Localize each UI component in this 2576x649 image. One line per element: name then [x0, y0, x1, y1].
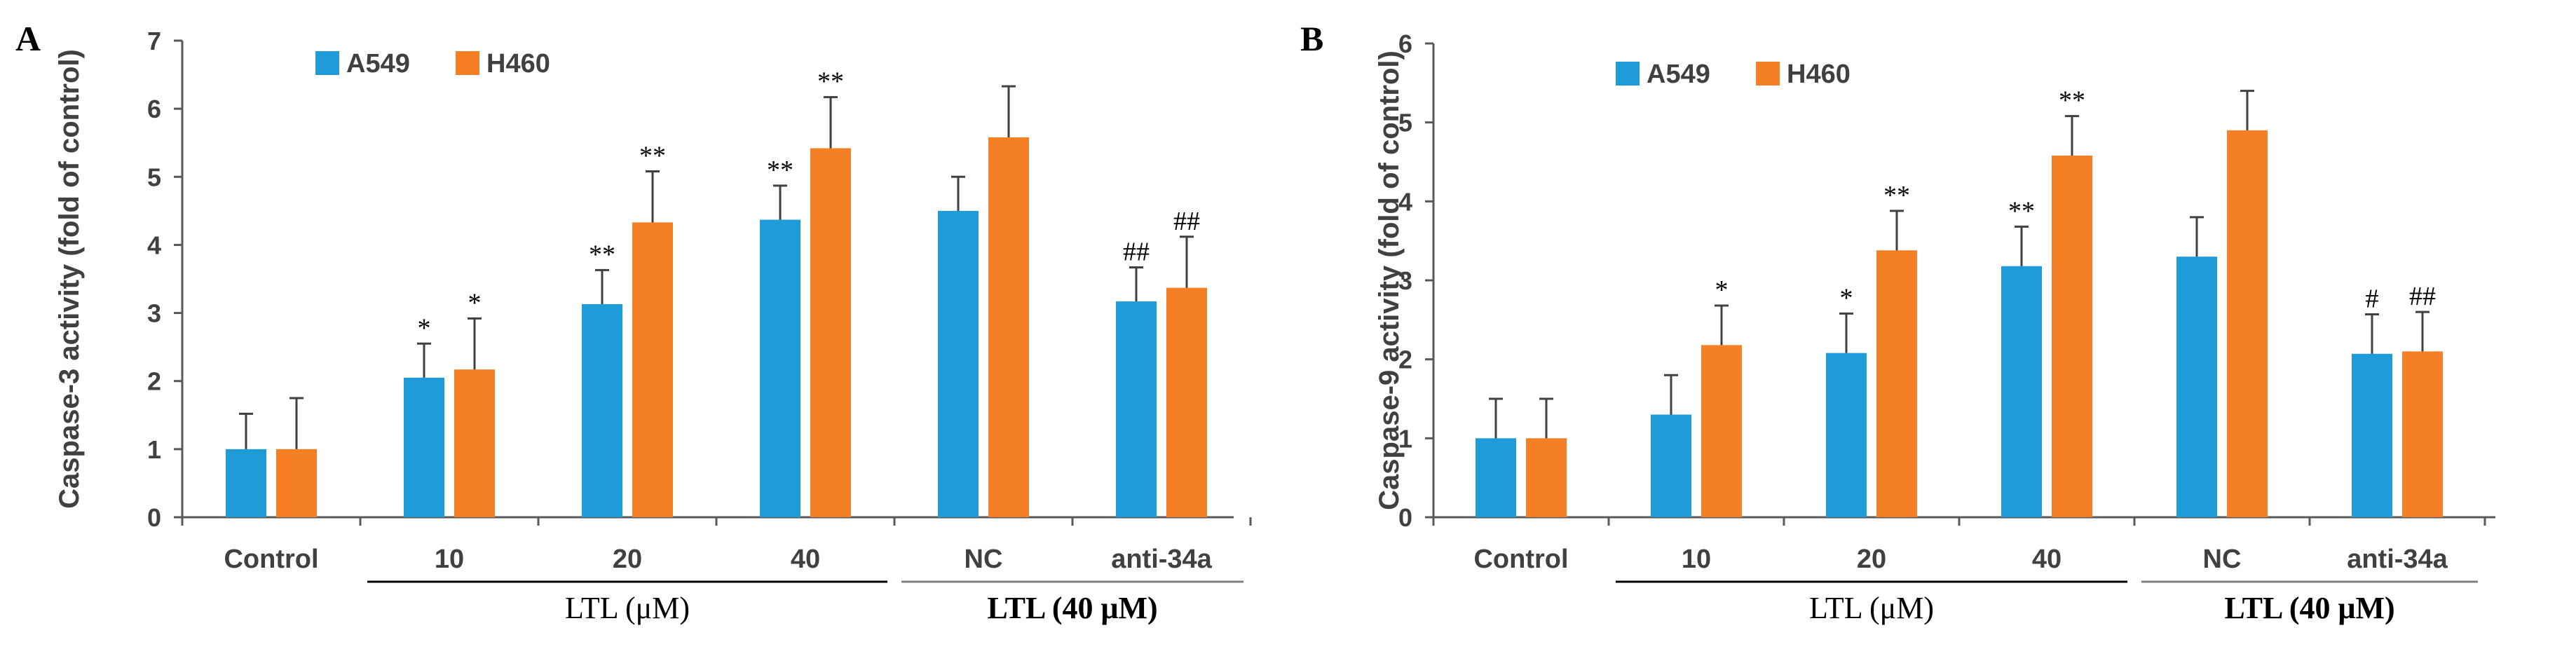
x-category-label: anti-34a — [1111, 545, 1212, 574]
bar-a549 — [404, 377, 444, 517]
significance-label: ** — [2059, 86, 2085, 116]
y-tick-label: 6 — [147, 95, 161, 123]
group-label: LTL (40 μM) — [987, 591, 1157, 625]
bar-h460 — [276, 449, 317, 517]
bar-a549 — [2352, 353, 2392, 517]
y-tick-label: 0 — [147, 503, 161, 532]
panel-letter: B — [1300, 19, 1323, 58]
bar-a549 — [2001, 266, 2042, 517]
significance-label: # — [2366, 284, 2379, 313]
panel-a: A Caspase-3 activity (fold of control) 0 1 2… — [15, 19, 1252, 625]
x-category-label: anti-34a — [2347, 545, 2448, 574]
bar-h460 — [1526, 438, 1567, 517]
bar-a549 — [1651, 414, 1691, 517]
bar-h460 — [2402, 351, 2443, 517]
bar-h460 — [1701, 345, 1742, 517]
bar-a549 — [1116, 301, 1157, 517]
bar-a549 — [226, 449, 266, 517]
y-axis-label: Caspase-3 activity (fold of control) — [54, 49, 85, 509]
significance-label: ** — [2008, 196, 2035, 226]
bar-a549 — [938, 210, 979, 517]
significance-label: ** — [639, 142, 666, 171]
legend-label-h460: H460 — [1787, 60, 1851, 89]
bar-h460 — [454, 369, 495, 517]
panel-b: B Caspase-9 activity (fold of control)0 1 2… — [1300, 19, 2495, 625]
group-label: LTL (μM) — [1809, 591, 1934, 625]
legend-label-a549: A549 — [1647, 60, 1710, 89]
bar-h460 — [988, 137, 1029, 517]
y-tick-label: 5 — [1398, 109, 1412, 137]
y-tick-label: 2 — [1398, 346, 1412, 374]
y-tick-label: 2 — [147, 367, 161, 396]
legend-label-h460: H460 — [486, 49, 550, 78]
bar-h460 — [2052, 155, 2092, 517]
legend-swatch-h460 — [456, 51, 479, 75]
x-category-label: 10 — [435, 545, 464, 574]
bar-h460 — [1166, 287, 1207, 517]
group-label: LTL (40 μM) — [2224, 591, 2394, 625]
bar-a549 — [1476, 438, 1516, 517]
y-tick-label: 4 — [147, 231, 161, 259]
y-tick-label: 3 — [1398, 266, 1412, 295]
bar-a549 — [582, 303, 622, 517]
bar-h460 — [810, 148, 851, 517]
legend-swatch-h460 — [1756, 62, 1780, 86]
x-category-label: 40 — [791, 545, 820, 574]
panel-letter: A — [15, 19, 41, 58]
x-category-label: 20 — [1857, 545, 1886, 574]
significance-label: ** — [589, 240, 615, 269]
significance-label: * — [1840, 283, 1853, 313]
y-axis-label: Caspase-9 activity (fold of control) — [1374, 50, 1405, 510]
bar-a549 — [760, 219, 800, 517]
bar-h460 — [2227, 130, 2268, 517]
y-tick-label: 7 — [147, 27, 161, 55]
significance-label: ** — [817, 67, 844, 97]
y-tick-label: 0 — [1398, 503, 1412, 532]
significance-label: ** — [767, 156, 793, 185]
legend-swatch-a549 — [1616, 62, 1640, 86]
legend-swatch-a549 — [315, 51, 339, 75]
significance-label: * — [1715, 275, 1729, 305]
significance-label: ## — [1123, 237, 1150, 266]
x-category-label: 20 — [613, 545, 642, 574]
x-category-label: Control — [224, 545, 318, 574]
significance-label: * — [418, 313, 431, 343]
x-category-label: 10 — [1682, 545, 1711, 574]
y-tick-label: 5 — [147, 163, 161, 191]
legend-label-a549: A549 — [346, 49, 410, 78]
bar-a549 — [2176, 257, 2217, 517]
x-category-label: NC — [2203, 545, 2242, 574]
x-category-label: NC — [965, 545, 1003, 574]
y-tick-label: 6 — [1398, 29, 1412, 58]
y-tick-label: 1 — [1398, 424, 1412, 453]
y-tick-label: 4 — [1398, 187, 1412, 216]
bar-a549 — [1826, 353, 1867, 517]
significance-label: ## — [1173, 207, 1200, 236]
significance-label: ## — [2409, 282, 2436, 311]
x-category-label: 40 — [2032, 545, 2062, 574]
y-tick-label: 1 — [147, 435, 161, 464]
bar-h460 — [1876, 250, 1917, 517]
significance-label: ** — [1883, 181, 1910, 210]
significance-label: * — [468, 288, 482, 317]
y-tick-label: 3 — [147, 299, 161, 328]
bar-h460 — [632, 222, 673, 517]
group-label: LTL (μM) — [565, 591, 690, 625]
x-category-label: Control — [1473, 545, 1568, 574]
